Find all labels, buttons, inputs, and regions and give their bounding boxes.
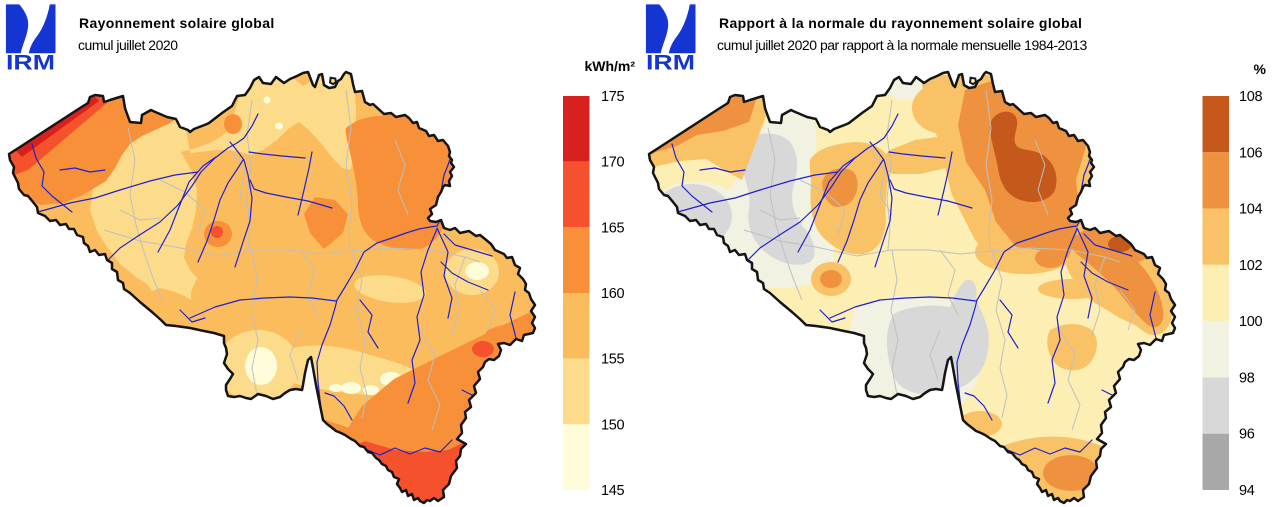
svg-text:175: 175 [601,89,625,105]
svg-text:104: 104 [1239,202,1263,218]
svg-text:160: 160 [601,286,625,302]
svg-text:150: 150 [601,417,625,433]
svg-text:170: 170 [601,155,625,171]
svg-text:108: 108 [1239,89,1263,105]
svg-text:100: 100 [1239,314,1263,330]
svg-text:106: 106 [1239,145,1263,161]
svg-text:102: 102 [1239,258,1263,274]
svg-text:145: 145 [601,483,625,499]
svg-text:94: 94 [1239,483,1255,499]
svg-text:155: 155 [601,352,625,368]
svg-text:96: 96 [1239,427,1255,443]
svg-text:98: 98 [1239,370,1255,386]
svg-text:IRM: IRM [6,52,55,75]
svg-text:165: 165 [601,220,625,236]
